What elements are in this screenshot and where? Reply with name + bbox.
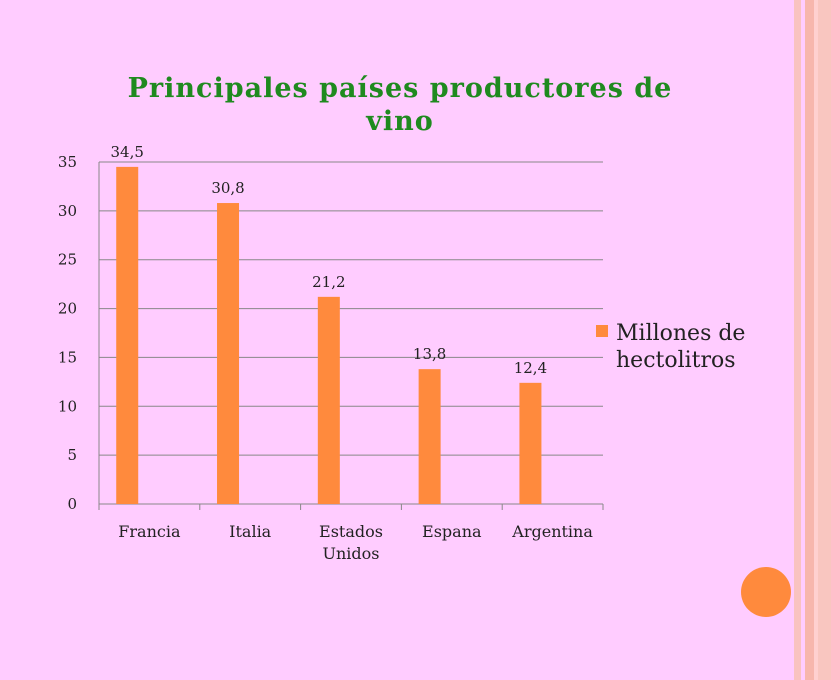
- y-tick-label: 0: [67, 495, 77, 513]
- y-tick-label: 25: [58, 251, 77, 269]
- bar: [418, 369, 441, 504]
- bar: [217, 203, 240, 505]
- data-label: 13,8: [413, 345, 446, 363]
- data-label: 12,4: [514, 359, 547, 377]
- edge-stripe: [794, 0, 801, 680]
- y-tick-label: 10: [58, 397, 77, 415]
- edge-stripe: [814, 0, 818, 680]
- y-tick-label: 35: [58, 153, 77, 171]
- x-tick-label: Espana: [422, 522, 482, 541]
- bar: [317, 296, 340, 504]
- chart-title: Principales países productores de vino: [127, 73, 673, 137]
- edge-stripe: [805, 0, 814, 680]
- legend-swatch: [596, 325, 608, 337]
- edge-stripe: [801, 0, 805, 680]
- x-tick-label: Italia: [229, 522, 272, 541]
- x-tick-label: Estados: [319, 522, 383, 541]
- legend-label: Millones de hectolitros: [616, 321, 746, 373]
- slide-edge-stripes: [794, 0, 831, 680]
- x-tick-label: Unidos: [323, 544, 380, 563]
- y-tick-label: 5: [67, 446, 77, 464]
- bar: [116, 166, 139, 504]
- y-tick-label: 20: [58, 300, 77, 318]
- data-label: 21,2: [312, 273, 345, 291]
- edge-stripe: [818, 0, 831, 680]
- decorative-circle: [741, 567, 791, 617]
- y-tick-label: 15: [58, 348, 77, 366]
- data-label: 34,5: [111, 143, 144, 161]
- bar: [519, 382, 542, 504]
- x-tick-label: Argentina: [511, 522, 593, 541]
- y-tick-label: 30: [58, 202, 77, 220]
- data-label: 30,8: [211, 179, 244, 197]
- x-tick-label: Francia: [118, 522, 181, 541]
